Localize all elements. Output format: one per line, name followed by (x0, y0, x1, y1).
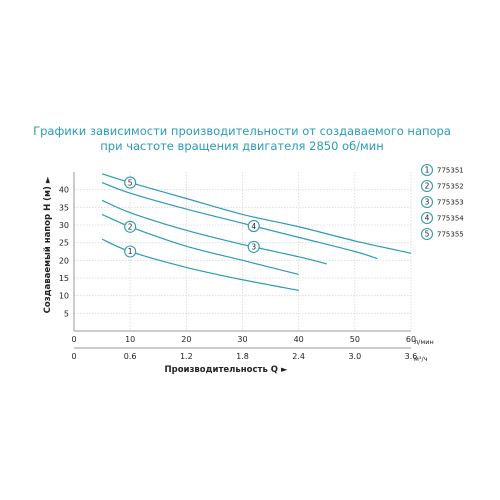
series-badge-4: 4 (247, 220, 260, 233)
x-unit-m3h: м³/ч (414, 355, 428, 363)
series-badge-3: 3 (247, 240, 260, 253)
series-badge-circle (124, 220, 137, 233)
series-line-4 (101, 182, 378, 260)
series-badges: 1 2 3 4 5 (124, 176, 260, 258)
x-tick-label-m3h: 1.8 (236, 352, 249, 361)
x-tick-label-lmin: 50 (350, 335, 360, 344)
x-tick-label-m3h: 1.2 (180, 352, 193, 361)
legend-item-1: 1 775351 (420, 163, 464, 177)
series-badge-circle (247, 240, 260, 253)
x-tick-label-lmin: 0 (71, 335, 76, 344)
legend-badge-circle (420, 179, 434, 193)
series-badge-number: 4 (251, 222, 256, 231)
series-badge-circle (247, 220, 260, 233)
x-tick-label-m3h: 0 (71, 352, 76, 361)
legend-badge-circle (420, 163, 434, 177)
series-line-3 (101, 199, 327, 265)
legend-label: 775354 (437, 215, 464, 223)
legend-badge-number: 3 (425, 198, 430, 207)
tick-labels: 5 10 15 20 25 30 35 40 0 10 20 30 40 50 60 0 0.6 1.2 1.8 2.… (59, 186, 418, 361)
legend-label: 775351 (437, 167, 464, 175)
series-lines (101, 173, 412, 291)
x-tick-label-lmin: 10 (125, 335, 135, 344)
series-badge-number: 3 (251, 243, 256, 252)
legend-item-3: 3 775353 (420, 195, 464, 209)
series-badge-number: 2 (128, 222, 133, 231)
series-badge-number: 5 (128, 178, 133, 187)
legend-badge-circle (420, 227, 434, 241)
series-badge-circle (124, 245, 137, 258)
legend-badge-circle (420, 195, 434, 209)
y-tick-label: 10 (59, 292, 69, 301)
legend-badge-number: 2 (425, 182, 430, 191)
x-tick-label-m3h: 3.0 (348, 352, 361, 361)
y-tick-label: 40 (59, 186, 69, 195)
series-badge-5: 5 (124, 176, 137, 189)
legend-label: 775352 (437, 183, 464, 191)
x-tick-label-lmin: 40 (294, 335, 304, 344)
x-axis-label: Производительность Q ► (165, 365, 288, 375)
x-tick-label-lmin: 30 (237, 335, 247, 344)
x-tick-label-m3h: 3.6 (405, 352, 418, 361)
x-tick-label-m3h: 0.6 (124, 352, 137, 361)
series-badge-number: 1 (128, 247, 133, 256)
y-tick-label: 15 (59, 274, 69, 283)
x-tick-label-m3h: 2.4 (292, 352, 305, 361)
axes (73, 172, 411, 349)
legend-badge-number: 5 (425, 230, 430, 239)
series-badge-1: 1 (124, 245, 137, 258)
x-tick-label-lmin: 20 (181, 335, 191, 344)
x-unit-lmin: л/мин (414, 338, 434, 346)
legend-label: 775355 (437, 231, 464, 239)
legend-badge-circle (420, 211, 434, 225)
y-tick-label: 30 (59, 221, 69, 230)
x-tick-label-lmin: 60 (406, 335, 416, 344)
chart-title-line-2: при частоте вращения двигателя 2850 об/м… (100, 139, 383, 153)
y-axis-label: Создаваемый напор H (м) ► (43, 176, 53, 313)
series-badge-2: 2 (124, 220, 137, 233)
series-line-1 (101, 238, 299, 291)
y-tick-label: 35 (59, 203, 69, 212)
legend-badge-number: 1 (425, 166, 430, 175)
series-line-2 (101, 213, 299, 276)
y-tick-label: 5 (64, 309, 69, 318)
legend-badge-number: 4 (425, 214, 430, 223)
y-tick-label: 20 (59, 256, 69, 265)
legend-item-4: 4 775354 (420, 211, 464, 225)
legend-item-2: 2 775352 (420, 179, 464, 193)
series-badge-circle (124, 176, 137, 189)
chart-title-line-1: Графики зависимости производительности о… (33, 124, 451, 138)
legend: 1 775351 2 775352 3 775353 4 775354 5 775355 (420, 163, 464, 241)
legend-label: 775353 (437, 199, 464, 207)
y-tick-label: 25 (59, 239, 69, 248)
legend-item-5: 5 775355 (420, 227, 464, 241)
series-line-5 (101, 173, 412, 254)
